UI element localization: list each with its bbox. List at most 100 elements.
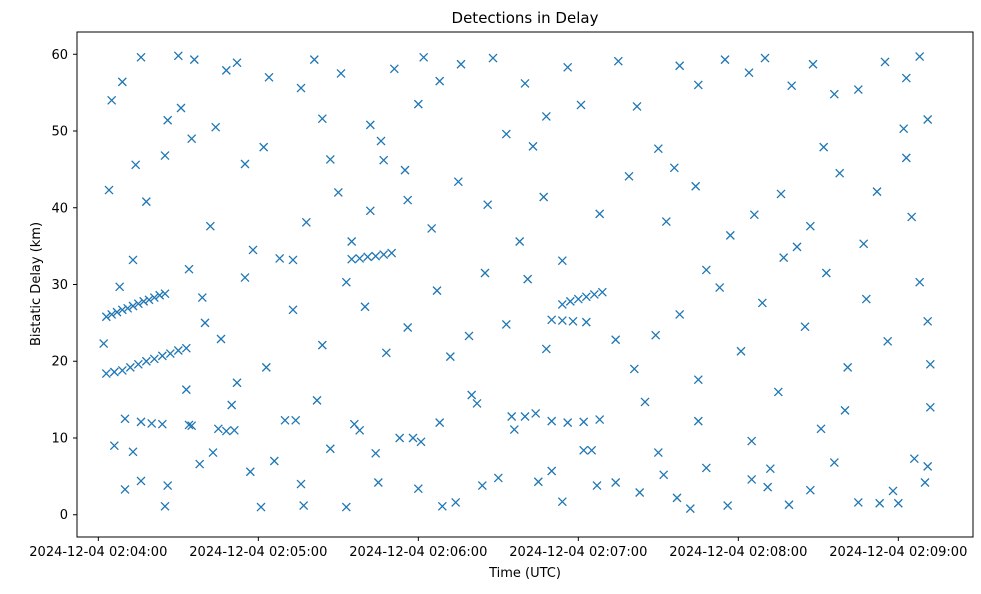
- data-point: [437, 501, 447, 511]
- data-point: [925, 359, 935, 369]
- data-point: [693, 375, 703, 385]
- data-point: [875, 498, 885, 508]
- data-point: [333, 187, 343, 197]
- data-point: [181, 343, 191, 353]
- data-point: [120, 484, 130, 494]
- data-point: [176, 103, 186, 113]
- data-point: [173, 346, 183, 355]
- data-point: [133, 359, 143, 369]
- data-point: [925, 402, 935, 412]
- data-point: [149, 354, 159, 364]
- data-point: [632, 101, 642, 111]
- data-point: [184, 420, 194, 430]
- data-point: [299, 501, 309, 510]
- data-point: [595, 415, 605, 425]
- data-point: [381, 348, 391, 358]
- data-point: [901, 153, 911, 163]
- data-point: [395, 433, 405, 443]
- data-point: [101, 369, 111, 378]
- data-point: [776, 189, 786, 199]
- data-point: [131, 160, 141, 170]
- data-point: [893, 498, 903, 508]
- data-point: [157, 419, 167, 429]
- data-point: [760, 53, 770, 63]
- data-point: [691, 181, 701, 191]
- data-point: [477, 481, 487, 491]
- data-point: [317, 340, 327, 350]
- data-point: [99, 339, 109, 349]
- data-point: [136, 476, 146, 486]
- data-point: [125, 362, 135, 372]
- data-point: [557, 299, 567, 309]
- x-tick-label: 2024-12-04 02:04:00: [29, 545, 167, 560]
- data-point: [653, 144, 663, 154]
- data-point: [280, 415, 290, 425]
- y-tick-label: 10: [51, 431, 68, 446]
- data-point: [160, 501, 170, 511]
- data-point: [784, 500, 794, 510]
- data-point: [488, 53, 498, 63]
- data-point: [747, 474, 757, 484]
- data-point: [736, 346, 746, 356]
- data-point: [501, 319, 511, 329]
- data-point: [136, 52, 146, 62]
- data-point: [149, 293, 159, 303]
- data-point: [141, 356, 151, 366]
- data-point: [611, 335, 621, 345]
- data-point: [240, 273, 250, 283]
- data-point: [589, 290, 599, 299]
- data-point: [533, 477, 543, 487]
- data-point: [104, 185, 114, 195]
- data-point: [189, 55, 199, 65]
- data-point: [720, 55, 730, 65]
- data-point: [920, 478, 930, 487]
- data-point: [109, 367, 119, 377]
- data-point: [456, 59, 466, 69]
- data-point: [184, 264, 194, 274]
- data-point: [139, 296, 149, 306]
- data-point: [187, 421, 197, 431]
- data-point: [451, 498, 461, 507]
- data-point: [144, 295, 154, 305]
- data-point: [597, 287, 607, 297]
- data-point: [341, 502, 351, 512]
- data-point: [232, 378, 242, 388]
- data-point: [888, 486, 898, 496]
- data-point: [187, 134, 197, 144]
- scatter-points: [99, 51, 935, 514]
- x-tick-label: 2024-12-04 02:05:00: [189, 545, 327, 560]
- data-point: [808, 59, 818, 69]
- data-point: [248, 245, 258, 255]
- data-point: [915, 277, 925, 287]
- data-point: [763, 482, 773, 492]
- data-point: [216, 334, 226, 344]
- data-point: [520, 78, 530, 88]
- data-point: [376, 136, 386, 146]
- data-point: [693, 80, 703, 90]
- data-point: [725, 230, 735, 240]
- data-point: [501, 129, 511, 139]
- data-point: [365, 120, 375, 130]
- data-point: [147, 418, 157, 428]
- data-point: [261, 362, 271, 372]
- y-tick-label: 0: [60, 508, 68, 523]
- data-point: [661, 217, 671, 227]
- data-point: [541, 111, 551, 121]
- data-point: [133, 299, 143, 309]
- chart-title: Detections in Delay: [452, 9, 599, 27]
- data-point: [899, 124, 909, 134]
- data-point: [685, 504, 695, 514]
- data-point: [165, 349, 175, 359]
- data-point: [587, 445, 597, 455]
- data-point: [592, 481, 602, 491]
- data-point: [773, 387, 783, 397]
- data-point: [347, 254, 357, 264]
- data-point: [829, 89, 839, 99]
- data-point: [360, 302, 370, 312]
- data-point: [557, 497, 567, 507]
- data-point: [693, 416, 703, 426]
- data-point: [744, 68, 754, 78]
- data-point: [211, 122, 221, 132]
- data-point: [309, 55, 319, 65]
